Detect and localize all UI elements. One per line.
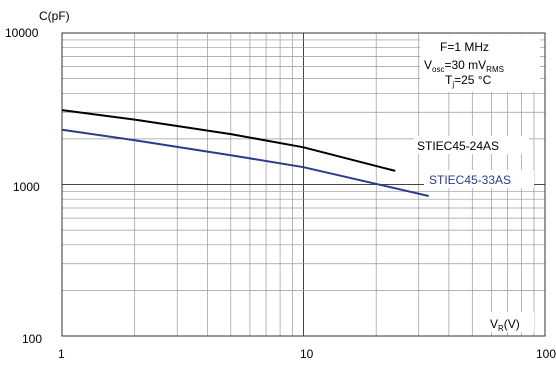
y-tick-label: 100 — [22, 332, 42, 346]
x-tick-label: 100 — [536, 347, 556, 361]
conditions-box — [420, 34, 540, 92]
legend-label-24as: STIEC45-24AS — [417, 139, 499, 153]
series-line-0 — [61, 109, 396, 172]
x-label-bg — [486, 312, 534, 332]
legend-bg-33 — [424, 170, 534, 188]
tick-labels: 10000 1000 100 1 10 100 — [5, 26, 556, 361]
x-tick-label: 1 — [58, 347, 65, 361]
x-axis-label: VR(V) — [490, 317, 520, 333]
legend-label-33as: STIEC45-33AS — [429, 173, 511, 187]
condition-voltage: Vosc=30 mVRMS — [424, 58, 504, 74]
plot-frame — [61, 32, 546, 337]
y-tick-label: 10000 — [5, 26, 39, 40]
y-tick-label: 1000 — [13, 180, 40, 194]
condition-temperature: Tj=25 °C — [445, 73, 492, 89]
series-lines — [61, 109, 429, 197]
series-line-1 — [61, 128, 429, 197]
x-tick-label: 10 — [300, 347, 314, 361]
legend-bg-24 — [414, 136, 529, 154]
y-axis-label: C(pF) — [39, 9, 70, 23]
condition-frequency: F=1 MHz — [440, 40, 489, 54]
